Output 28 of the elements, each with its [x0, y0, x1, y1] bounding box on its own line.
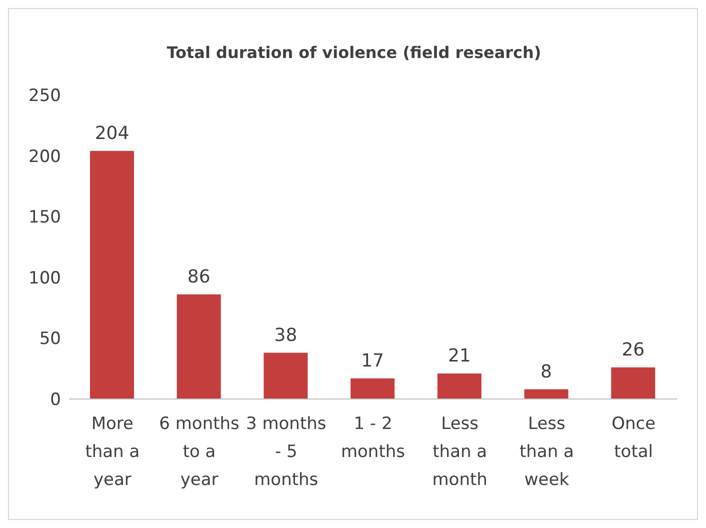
y-tick-label: 50 — [39, 329, 61, 350]
y-tick-label: 250 — [28, 86, 61, 106]
x-tick-label: 1 - 2 months — [340, 414, 406, 462]
y-tick-label: 0 — [50, 390, 61, 410]
data-label: 17 — [361, 350, 384, 372]
x-tick-label: Once total — [612, 414, 656, 462]
data-label: 38 — [274, 324, 298, 346]
bar — [611, 367, 656, 399]
y-tick-label: 150 — [28, 208, 61, 228]
data-label: 204 — [94, 122, 130, 144]
x-tick-label: Less than a month — [432, 414, 488, 490]
x-tick-label: 6 months to a year — [159, 414, 240, 490]
bar — [176, 294, 221, 399]
data-label: 26 — [622, 339, 645, 360]
chart-title: Total duration of violence (field research) — [166, 43, 542, 62]
x-tick-label: 3 months - 5 months — [246, 414, 326, 490]
x-tick-label: Less than a week — [519, 414, 574, 490]
data-label: 86 — [187, 266, 210, 288]
data-label: 8 — [540, 361, 552, 382]
x-tick-label: More than a year — [85, 414, 140, 490]
bar — [437, 373, 482, 399]
bar — [350, 378, 395, 399]
bar — [90, 150, 134, 399]
bar — [264, 352, 308, 399]
y-tick-label: 200 — [28, 146, 61, 167]
bar — [524, 389, 568, 399]
y-tick-label: 100 — [28, 268, 61, 288]
data-label: 21 — [448, 345, 471, 366]
